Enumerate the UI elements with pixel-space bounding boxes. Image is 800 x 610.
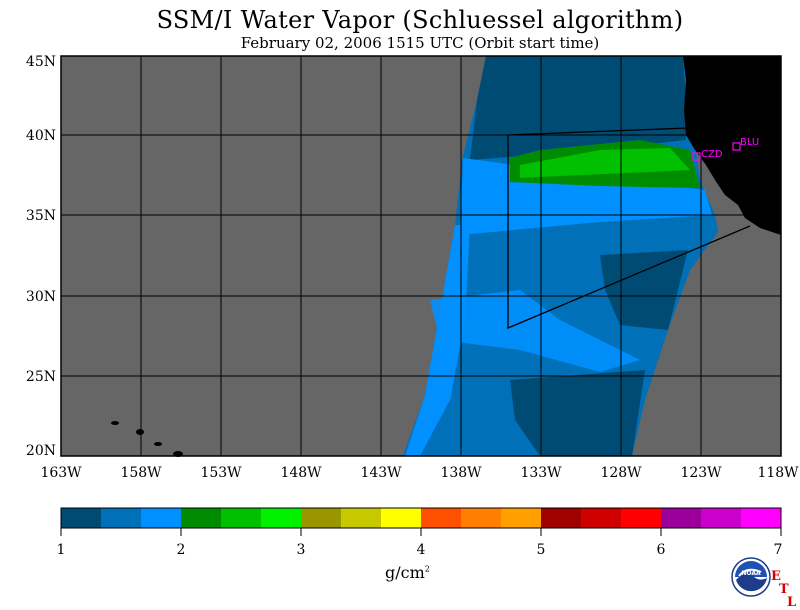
etl-letter-l: L [787,595,797,610]
noaa-logo-text: NOAA [741,570,761,577]
etl-mark: E T L [771,570,796,609]
colorbar-tick-6: 6 [657,542,666,558]
colorbar-cell [461,508,502,528]
colorbar-tick-7: 7 [774,542,783,558]
lon-label-128w: 128W [600,465,642,481]
lon-label-118w: 118W [757,465,799,481]
colorbar-cell [261,508,302,528]
station-blu-marker [732,142,741,151]
colorbar-tick-4: 4 [417,542,426,558]
colorbar-cell [221,508,262,528]
colorbar-cell [741,508,782,528]
analysis-region-outline [507,127,751,329]
station-czd-label: CZD [701,149,723,160]
map-frame [60,55,782,457]
etl-letter-e: E [771,569,781,584]
colorbar-ticks [60,528,782,536]
colorbar-units: g/cm2 [385,563,430,582]
colorbar-cell [301,508,342,528]
etl-letter-t: T [779,582,789,597]
lon-label-138w: 138W [440,465,482,481]
hawaii-island-3 [154,442,162,446]
noaa-logo: NOAA [731,557,771,597]
lon-label-153w: 153W [200,465,242,481]
units-exponent: 2 [424,564,430,574]
lat-label-25n: 25N [26,369,56,385]
colorbar [61,508,782,528]
colorbar-cell [701,508,742,528]
swath-moist-west [405,225,470,456]
hawaii-island-2 [136,429,144,435]
lon-label-158w: 158W [120,465,162,481]
colorbar-tick-2: 2 [177,542,186,558]
colorbar-tick-5: 5 [537,542,546,558]
colorbar-cell [141,508,182,528]
colorbar-cell [101,508,142,528]
station-blu-label: BLU [740,137,759,148]
lat-label-30n: 30N [26,289,56,305]
colorbar-cell [581,508,622,528]
land-north-america [683,56,781,235]
swath-green-core [520,148,690,178]
colorbar-cell [341,508,382,528]
colorbar-cell [661,508,702,528]
station-czd-marker [692,152,701,161]
swath-dry-patch-1 [600,250,688,330]
colorbar-cell [381,508,422,528]
colorbar-tick-1: 1 [57,542,66,558]
colorbar-tick-3: 3 [297,542,306,558]
lon-label-143w: 143W [360,465,402,481]
lon-label-123w: 123W [680,465,722,481]
lat-label-20n: 20N [26,443,56,459]
colorbar-cell [541,508,582,528]
colorbar-cell [621,508,662,528]
hawaii-island-1 [111,421,119,425]
colorbar-cell [61,508,102,528]
colorbar-cell [501,508,542,528]
lat-label-40n: 40N [26,128,56,144]
colorbar-cell [181,508,222,528]
lon-label-163w: 163W [40,465,82,481]
lat-label-45n: 45N [26,54,56,70]
swath-moist-patch [430,290,640,372]
colorbar-cell [421,508,462,528]
lon-label-133w: 133W [520,465,562,481]
map-subtitle: February 02, 2006 1515 UTC (Orbit start … [240,34,600,52]
swath-dry-patch-2 [510,370,645,456]
units-base: g/cm [385,563,425,582]
map-title: SSM/I Water Vapor (Schluessel algorithm) [156,6,684,34]
lat-label-35n: 35N [26,208,56,224]
map-gridlines [61,56,781,456]
lon-label-148w: 148W [280,465,322,481]
